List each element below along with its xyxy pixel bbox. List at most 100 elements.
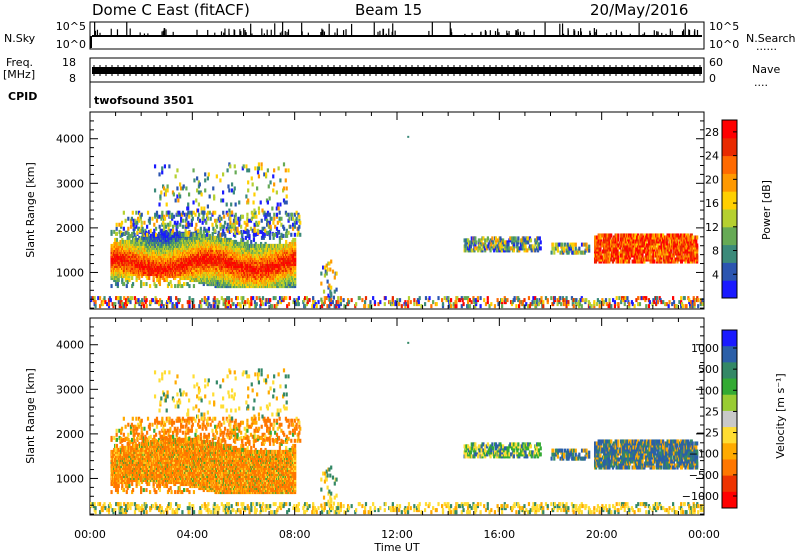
range-gate-cell xyxy=(128,278,131,283)
range-gate-cell xyxy=(158,282,162,287)
range-gate-cell xyxy=(154,232,158,237)
range-gate-cell xyxy=(113,229,116,234)
range-gate-cell xyxy=(156,274,159,279)
range-gate-cell xyxy=(171,228,175,233)
range-gate-cell xyxy=(140,280,143,285)
range-gate-cell xyxy=(174,276,177,281)
nave-tick-top: 60 xyxy=(709,56,723,69)
range-gate-cell xyxy=(176,224,179,229)
range-gate-cell xyxy=(169,220,172,225)
range-gate-cell xyxy=(146,276,149,281)
range-gate-cell xyxy=(176,220,179,225)
range-gate-cell xyxy=(115,231,119,236)
range-gate-cell xyxy=(146,224,149,229)
range-gate-cell xyxy=(118,229,121,234)
range-gate-cell xyxy=(122,210,125,215)
freq-tick-top: 18 xyxy=(62,56,76,69)
freq-trace-ticks xyxy=(93,65,701,76)
range-gate-cell xyxy=(120,220,124,225)
range-gate-cell xyxy=(117,278,120,283)
range-gate-cell xyxy=(122,226,125,231)
range-gate-cell xyxy=(115,278,119,283)
range-gate-cell xyxy=(148,284,152,289)
range-gate-cell xyxy=(154,226,158,231)
range-gate-cell xyxy=(148,220,151,225)
range-gate-cell xyxy=(192,284,196,289)
range-gate-cell xyxy=(153,282,156,287)
range-gate-cell xyxy=(163,278,166,283)
range-gate-cell xyxy=(179,222,182,227)
range-gate-cell xyxy=(131,235,135,240)
range-gate-cell xyxy=(165,276,168,281)
range-gate-cell xyxy=(224,233,227,238)
range-gate-cell xyxy=(124,278,127,283)
power-data xyxy=(90,135,704,309)
freq-tick-bottom: 8 xyxy=(69,72,76,85)
nsearch-label: N.Search xyxy=(746,32,796,45)
range-gate-cell xyxy=(123,282,126,287)
range-gate-cell xyxy=(152,276,155,281)
range-gate-cell xyxy=(146,232,149,237)
range-gate-cell xyxy=(178,282,181,287)
range-gate-cell xyxy=(134,235,137,240)
range-gate-cell xyxy=(135,276,138,281)
range-gate-cell xyxy=(147,231,150,236)
range-gate-cell xyxy=(126,280,129,285)
range-gate-cell xyxy=(162,274,165,279)
range-gate-cell xyxy=(110,284,113,289)
range-gate-cell xyxy=(115,226,118,231)
nsearch-tick-bottom: 10^0 xyxy=(709,38,739,51)
range-gate-cell xyxy=(121,237,124,242)
range-gate-cell xyxy=(246,239,249,244)
range-gate-cell xyxy=(155,284,158,289)
range-gate-cell xyxy=(121,278,124,283)
range-gate-cell xyxy=(153,222,156,227)
range-gate-cell xyxy=(282,233,285,238)
range-gate-cell xyxy=(119,239,122,244)
range-gate-cell xyxy=(250,239,253,244)
range-gate-cell xyxy=(181,284,184,289)
range-gate-cell xyxy=(131,210,134,215)
range-gate-cell xyxy=(156,278,159,283)
range-gate-cell xyxy=(179,284,182,289)
range-gate-cell xyxy=(124,218,127,223)
range-gate-cell xyxy=(285,239,288,244)
range-gate-cell xyxy=(140,284,143,289)
range-gate-cell xyxy=(126,276,129,281)
cpid-value: twofsound 3501 xyxy=(94,94,194,107)
range-gate-cell xyxy=(161,210,164,215)
range-gate-cell xyxy=(130,233,133,238)
range-gate-cell xyxy=(278,239,282,244)
range-gate-cell xyxy=(113,278,116,283)
date-title: 20/May/2016 xyxy=(590,1,688,19)
range-gate-cell xyxy=(167,282,170,287)
station-title: Dome C East (fitACF) xyxy=(92,1,250,19)
range-gate-cell xyxy=(158,224,161,229)
nave-tick-bottom: 0 xyxy=(709,72,716,85)
range-gate-cell xyxy=(151,231,154,236)
range-gate-cell xyxy=(152,278,155,283)
range-gate-cell xyxy=(163,216,167,221)
range-gate-cell xyxy=(143,220,146,225)
range-gate-cell xyxy=(176,284,179,289)
range-gate-cell xyxy=(172,214,176,219)
range-gate-cell xyxy=(158,276,162,281)
range-gate-cell xyxy=(146,210,150,215)
range-gate-cell xyxy=(148,276,151,281)
range-gate-cell xyxy=(124,276,127,281)
nsky-panel xyxy=(89,21,705,50)
freq-unit: [MHz] xyxy=(3,68,35,81)
range-gate-cell xyxy=(157,280,161,285)
range-gate-cell xyxy=(170,284,173,289)
range-gate-cell xyxy=(131,282,135,287)
freq-panel xyxy=(89,57,705,83)
range-gate-cell xyxy=(135,278,138,283)
range-gate-cell xyxy=(128,274,131,279)
nave-dots: .... xyxy=(754,76,768,89)
range-gate-cell xyxy=(128,235,131,240)
range-gate-cell xyxy=(136,230,139,235)
range-gate-cell xyxy=(169,280,172,285)
range-gate-cell xyxy=(115,237,119,242)
range-gate-cell xyxy=(120,232,124,237)
